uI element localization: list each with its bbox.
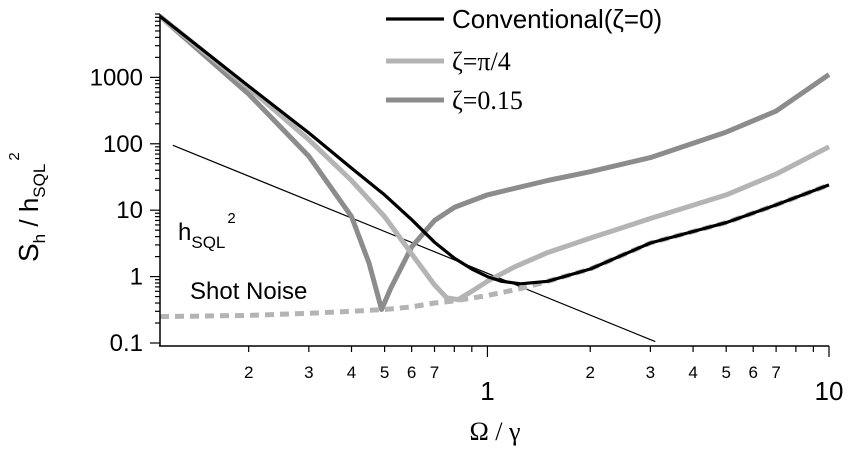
x-minor-tick-label: 4 [688, 363, 697, 382]
x-major-tick-label: 10 [815, 376, 844, 406]
legend-label-zeta-pi4: ζ=π/4 [452, 47, 511, 76]
series-shot-noise-line [159, 182, 830, 320]
legend: Conventional(ζ=0) ζ=π/4 ζ=0.15 [386, 4, 662, 115]
legend-label-zeta-015: ζ=0.15 [452, 86, 523, 115]
axes-group [159, 14, 829, 347]
x-minor-tick-label: 7 [771, 363, 780, 382]
curves-group [158, 14, 831, 343]
x-minor-tick-label: 5 [721, 363, 730, 382]
annotation-hsql: hSQL2 [178, 210, 236, 252]
x-minor-tick-label: 5 [380, 363, 389, 382]
series-zeta-015-line [158, 14, 831, 312]
annotation-shot-noise: Shot Noise [190, 278, 307, 305]
series-conventional-line [159, 15, 830, 286]
x-minor-tick-label: 2 [586, 363, 595, 382]
x-major-tick-label: 1 [480, 376, 494, 406]
series-zeta-pi4-line [158, 14, 831, 303]
y-axis-label: Sh / hSQL2 [6, 152, 49, 262]
x-minor-tick-label: 3 [646, 363, 655, 382]
y-tick-label: 100 [103, 131, 143, 158]
x-minor-tick-label: 4 [347, 363, 356, 382]
x-minor-tick-label: 6 [407, 363, 416, 382]
x-minor-tick-label: 6 [748, 363, 757, 382]
x-minor-tick-label: 2 [244, 363, 253, 382]
x-axis-label: Ω / γ [469, 417, 520, 446]
legend-label-conventional: Conventional(ζ=0) [452, 4, 662, 34]
x-minor-tick-label: 3 [304, 363, 313, 382]
x-minor-tick-label: 7 [430, 363, 439, 382]
y-tick-label: 1000 [90, 64, 143, 91]
y-tick-label: 1 [130, 264, 143, 291]
y-tick-label: 10 [116, 197, 143, 224]
y-tick-label: 0.1 [110, 330, 143, 357]
